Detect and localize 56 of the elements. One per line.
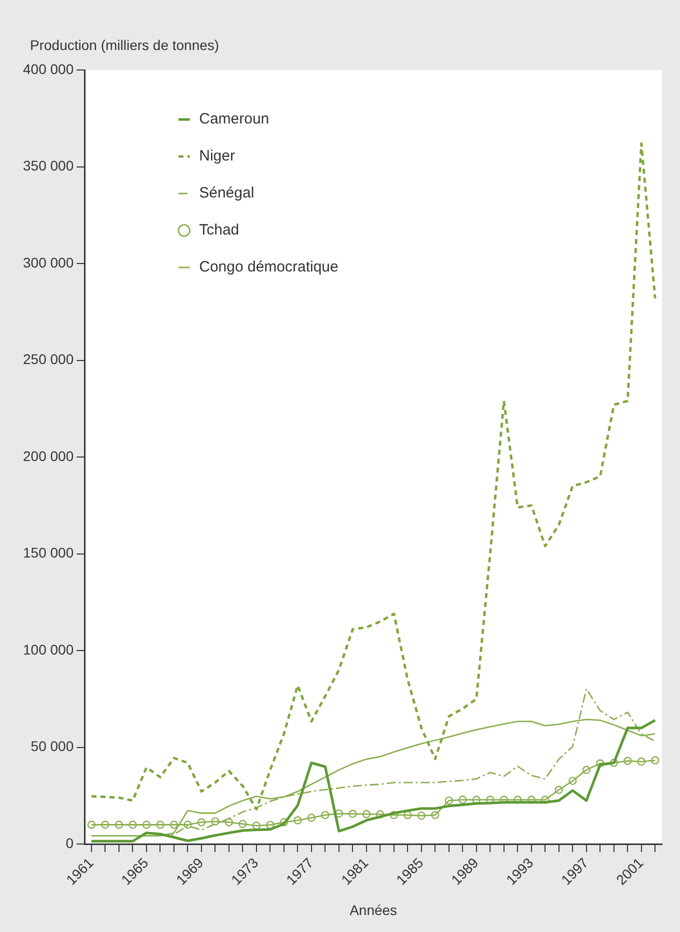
- point: [114, 820, 124, 829]
- point: [582, 766, 590, 774]
- y-tick-label: 150 000: [22, 544, 74, 561]
- point: [458, 796, 467, 804]
- x-axis-title: Années: [350, 902, 398, 918]
- point: [224, 818, 234, 826]
- point: [348, 810, 357, 818]
- point: [568, 776, 577, 785]
- point: [500, 796, 508, 804]
- point: [431, 810, 440, 820]
- point: [211, 817, 220, 826]
- point: [514, 796, 522, 804]
- point: [541, 796, 550, 804]
- point: [390, 810, 398, 820]
- y-tick-label: 300 000: [22, 254, 74, 270]
- point: [128, 820, 137, 829]
- point: [184, 820, 192, 829]
- point: [238, 820, 247, 828]
- point: [101, 820, 110, 829]
- point: [444, 796, 454, 805]
- y-tick-label: 350 000: [22, 158, 74, 174]
- point: [651, 756, 660, 764]
- point: [404, 810, 412, 820]
- y-tick-label: 0: [66, 834, 74, 851]
- point: [376, 810, 384, 818]
- legend-label: Congo démocratique: [199, 258, 338, 276]
- point: [637, 758, 646, 766]
- legend-label: Niger: [199, 148, 235, 165]
- point: [624, 756, 632, 765]
- y-tick-label: 200 000: [22, 448, 74, 464]
- point: [527, 796, 536, 804]
- point: [170, 820, 178, 829]
- y-tick-label: 100 000: [22, 641, 74, 658]
- point: [362, 810, 371, 818]
- point: [554, 786, 563, 794]
- point: [266, 820, 274, 830]
- legend-label: Cameroun: [199, 110, 270, 128]
- point: [610, 758, 618, 767]
- y-tick-label: 400 000: [22, 60, 74, 77]
- legend-label: Sénégal: [199, 184, 254, 202]
- line-series: [90, 142, 656, 810]
- point: [596, 759, 604, 768]
- point: [294, 816, 302, 824]
- point: [321, 810, 330, 820]
- point: [156, 820, 164, 829]
- point: [87, 820, 96, 829]
- y-tick-label: 50 000: [30, 738, 74, 754]
- y-axis-title: Production (milliers de tonnes): [30, 37, 220, 53]
- point: [197, 818, 206, 826]
- point: [142, 820, 151, 829]
- point: [280, 818, 288, 826]
- point: [307, 814, 316, 822]
- point: [417, 812, 426, 820]
- y-tick-label: 250 000: [22, 351, 74, 368]
- legend-label: Tchad: [199, 222, 240, 239]
- point: [252, 822, 261, 830]
